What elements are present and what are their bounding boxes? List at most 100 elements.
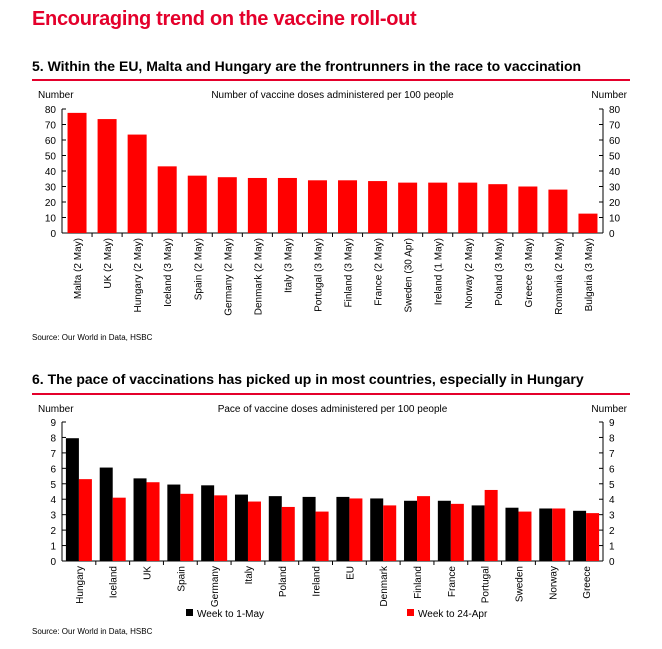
chart-2-bar	[180, 493, 194, 561]
chart-2-legend-swatch	[186, 609, 193, 616]
chart-2-bar	[234, 494, 248, 561]
chart-2-bar	[437, 500, 451, 561]
chart-2-ytick-label-right: 0	[609, 557, 615, 568]
chart-2-ytick-label-right: 3	[609, 511, 615, 522]
chart-1-bar	[338, 180, 358, 233]
chart-2-bar	[65, 438, 79, 561]
chart-2-category-label: Spain	[176, 566, 187, 592]
chart-2-bar	[167, 484, 181, 561]
chart-1-bar	[127, 134, 147, 233]
chart-1-category-label: Iceland (3 May)	[163, 238, 174, 307]
chart-1-ylabel-right: Number	[591, 90, 627, 101]
chart-1-ytick-label-left: 10	[45, 214, 57, 225]
chart-2-bar	[370, 498, 384, 561]
chart-2-bar	[78, 479, 92, 561]
chart-1-ytick-label-right: 10	[609, 214, 621, 225]
chart-2-bar	[417, 496, 431, 561]
chart-1-ytick-label-left: 70	[45, 121, 57, 132]
chart-1-ytick-label-left: 60	[45, 136, 57, 147]
chart-1-category-label: Portugal (3 May)	[313, 238, 324, 312]
chart-1-bar	[368, 181, 388, 233]
chart-1-heading: 5. Within the EU, Malta and Hungary are …	[32, 58, 582, 74]
chart-1-category-label: Germany (2 May)	[223, 238, 234, 316]
chart-1-ytick-label-left: 30	[45, 183, 57, 194]
chart-2-bar	[201, 485, 215, 561]
chart-1-category-label: Bulgaria (3 May)	[584, 238, 595, 311]
chart-2-category-label: Finland	[413, 566, 424, 599]
chart-1-ylabel-left: Number	[38, 90, 74, 101]
chart-2-inner-title: Pace of vaccine doses administered per 1…	[218, 404, 448, 415]
chart-1-ytick-label-right: 70	[609, 121, 621, 132]
chart-2-bar	[383, 505, 397, 561]
chart-2-bar	[281, 506, 295, 561]
chart-2-bar	[404, 500, 418, 561]
chart-2-category-label: France	[447, 566, 458, 598]
chart-2-ytick-label-right: 7	[609, 449, 615, 460]
chart-2-bar	[573, 510, 587, 561]
chart-2-ytick-label-left: 1	[50, 542, 56, 553]
chart-2-legend-label: Week to 24-Apr	[418, 609, 488, 620]
chart-2-category-label: Iceland	[109, 566, 120, 598]
chart-1-category-label: Spain (2 May)	[193, 238, 204, 300]
chart-1-ytick-label-right: 0	[609, 229, 615, 240]
chart-2-ylabel-right: Number	[591, 404, 627, 415]
chart-2-ytick-label-left: 6	[50, 464, 56, 475]
chart-1-category-label: Sweden (30 Apr)	[404, 238, 415, 313]
chart-2-category-label: Denmark	[379, 565, 390, 607]
chart-2-panel	[32, 393, 630, 639]
chart-1-category-label: Greece (3 May)	[524, 238, 535, 307]
chart-2-ytick-label-left: 9	[50, 418, 56, 429]
chart-2-legend-swatch	[407, 609, 414, 616]
page-title: Encouraging trend on the vaccine roll-ou…	[32, 8, 417, 30]
chart-1-ytick-label-left: 40	[45, 167, 57, 178]
chart-1-bar	[187, 175, 207, 233]
chart-2-bar	[112, 497, 126, 561]
chart-1-category-label: Poland (3 May)	[494, 238, 505, 306]
chart-1-inner-title: Number of vaccine doses administered per…	[211, 90, 454, 101]
chart-2-bar	[133, 478, 147, 561]
chart-2-ytick-label-left: 0	[50, 557, 56, 568]
chart-1-category-label: Italy (3 May)	[283, 238, 294, 293]
chart-1-bar	[277, 177, 297, 233]
chart-2-bar	[539, 508, 553, 561]
chart-1-ytick-label-left: 50	[45, 152, 57, 163]
chart-2-bar	[268, 496, 282, 561]
chart-1-ytick-label-right: 20	[609, 198, 621, 209]
chart-2-bar	[471, 505, 485, 561]
chart-1-category-label: Denmark (2 May)	[253, 238, 264, 315]
chart-1-bar	[428, 182, 448, 233]
chart-2-bar	[484, 489, 498, 561]
chart-2-category-label: Portugal	[481, 566, 492, 603]
chart-1-bar	[578, 213, 598, 233]
chart-2-ytick-label-right: 5	[609, 480, 615, 491]
chart-2-ytick-label-right: 6	[609, 464, 615, 475]
chart-1-ytick-label-right: 60	[609, 136, 621, 147]
chart-1-ytick-label-left: 0	[50, 229, 56, 240]
chart-1-bar	[67, 112, 87, 233]
chart-2-category-label: Poland	[278, 566, 289, 597]
chart-2-category-label: UK	[143, 566, 154, 580]
chart-2-bar	[99, 467, 113, 561]
chart-1-bar	[307, 180, 327, 233]
chart-2-bar	[247, 501, 261, 561]
chart-2-bar	[505, 507, 519, 561]
chart-2-category-label: Greece	[582, 566, 593, 599]
chart-2-bar	[349, 498, 363, 561]
chart-1-bar	[97, 119, 117, 233]
chart-2-legend-label: Week to 1-May	[197, 609, 264, 620]
chart-2-category-label: Germany	[210, 566, 221, 607]
chart-2-bar	[552, 508, 566, 561]
chart-1-ytick-label-right: 50	[609, 152, 621, 163]
chart-2-bar	[146, 482, 160, 561]
chart-1-bar	[217, 177, 237, 233]
chart-1-ytick-label-left: 80	[45, 105, 57, 116]
chart-1-bar	[157, 166, 177, 233]
chart-1-category-label: Ireland (1 May)	[434, 238, 445, 305]
chart-2-bar	[518, 511, 532, 561]
chart-2-ytick-label-left: 7	[50, 449, 56, 460]
chart-1-category-label: Malta (2 May)	[73, 238, 84, 299]
chart-1-category-label: UK (2 May)	[103, 238, 114, 289]
chart-1-bar	[518, 186, 538, 233]
chart-1-panel	[32, 79, 630, 343]
